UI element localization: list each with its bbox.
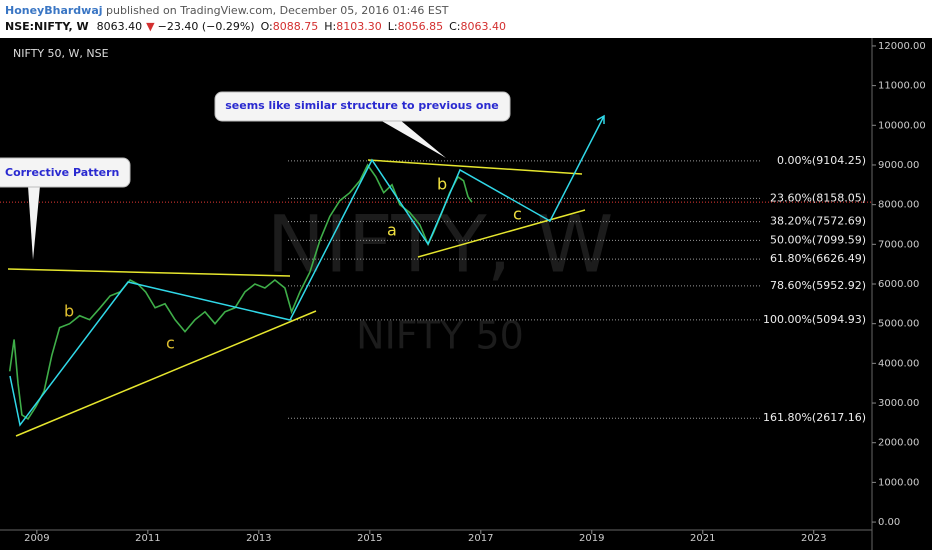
x-tick-label: 2021: [690, 533, 715, 544]
fib-label: 38.20%(7572.69): [770, 215, 866, 228]
y-tick-label: 6000.00: [878, 279, 919, 290]
price-line: [8, 163, 473, 421]
x-tick-label: 2013: [246, 533, 271, 544]
down-arrow: ▼: [146, 20, 155, 33]
published: published on TradingView.com, December 0…: [106, 4, 449, 17]
ohlc-value: 8056.85: [398, 20, 444, 33]
x-tick-label: 2017: [468, 533, 493, 544]
wave-label: c: [166, 334, 175, 353]
ohlc-label: L:: [388, 20, 398, 33]
y-tick-label: 9000.00: [878, 160, 919, 171]
x-tick-label: 2023: [801, 533, 826, 544]
watermark-sub: NIFTY 50: [356, 314, 524, 358]
last-price: 8063.40: [97, 20, 143, 33]
fib-label: 0.00%(9104.25): [777, 154, 866, 167]
plot: 0.00 1000.00 2000.00 3000.00 4000.00 5000.00 6…: [0, 38, 926, 550]
symbol: NSE:NIFTY, W: [5, 20, 89, 33]
y-tick-label: 5000.00: [878, 319, 919, 330]
wave-label: b: [437, 175, 447, 194]
fib-label: 61.80%(6626.49): [770, 252, 866, 265]
callout-box: [214, 91, 511, 122]
x-tick-label: 2011: [135, 533, 160, 544]
y-tick-label: 8000.00: [878, 200, 919, 211]
fib-label: 50.00%(7099.59): [770, 233, 866, 246]
y-tick-label: 3000.00: [878, 398, 919, 409]
callout-text: Corrective Pattern: [5, 166, 119, 179]
callout-box: [0, 157, 131, 188]
x-tick-label: 2019: [579, 533, 604, 544]
callout: seems like similar structure to previous…: [0, 91, 511, 260]
wave-path: [9, 115, 605, 427]
y-tick-label: 2000.00: [878, 438, 919, 449]
callout-text: seems like similar structure to previous…: [225, 99, 499, 112]
wave-labels: b c a b c: [64, 175, 522, 353]
y-tick-label: 11000.00: [878, 81, 926, 92]
ohlc-label: C:: [449, 20, 460, 33]
fib-label: 78.60%(5952.92): [770, 279, 866, 292]
y-tick-label: 0.00: [878, 517, 900, 528]
x-tick-label: 2015: [357, 533, 382, 544]
fib-label: 23.60%(8158.05): [770, 191, 866, 204]
x-tick-label: 2009: [24, 533, 49, 544]
quote-line: NSE:NIFTY, W 8063.40 ▼ −23.40 (−0.29%) O:808…: [5, 20, 506, 33]
fib-label: 100.00%(5094.93): [763, 313, 866, 326]
wave-label: b: [64, 302, 74, 321]
wave-label: a: [387, 221, 397, 240]
y-tick-label: 4000.00: [878, 358, 919, 369]
change: −23.40 (−0.29%): [158, 20, 255, 33]
trend-line: [7, 268, 291, 277]
callout-pointer: [28, 186, 40, 260]
ohlc-value: 8063.40: [460, 20, 506, 33]
y-tick-label: 1000.00: [878, 477, 919, 488]
ohlc-label: H:: [324, 20, 336, 33]
y-tick-label: 12000.00: [878, 41, 926, 52]
trend-line: [367, 159, 583, 175]
ohlc-label: O:: [261, 20, 273, 33]
author[interactable]: HoneyBhardwaj: [5, 4, 103, 17]
trend-line: [417, 209, 586, 258]
trend-line: [15, 310, 317, 437]
chart-background: [0, 38, 932, 550]
callout-pointer: [380, 120, 446, 158]
header-line: HoneyBhardwaj published on TradingView.c…: [5, 4, 449, 17]
ohlc-value: 8103.30: [336, 20, 382, 33]
y-tick-label: 7000.00: [878, 239, 919, 250]
drawings: [7, 114, 605, 437]
y-tick-label: 10000.00: [878, 120, 926, 131]
arrow-head: [596, 114, 605, 124]
legend: NIFTY 50, W, NSE: [13, 47, 109, 60]
fib-label: 161.80%(2617.16): [763, 411, 866, 424]
wave-label: c: [513, 205, 522, 224]
ohlc-value: 8088.75: [273, 20, 319, 33]
